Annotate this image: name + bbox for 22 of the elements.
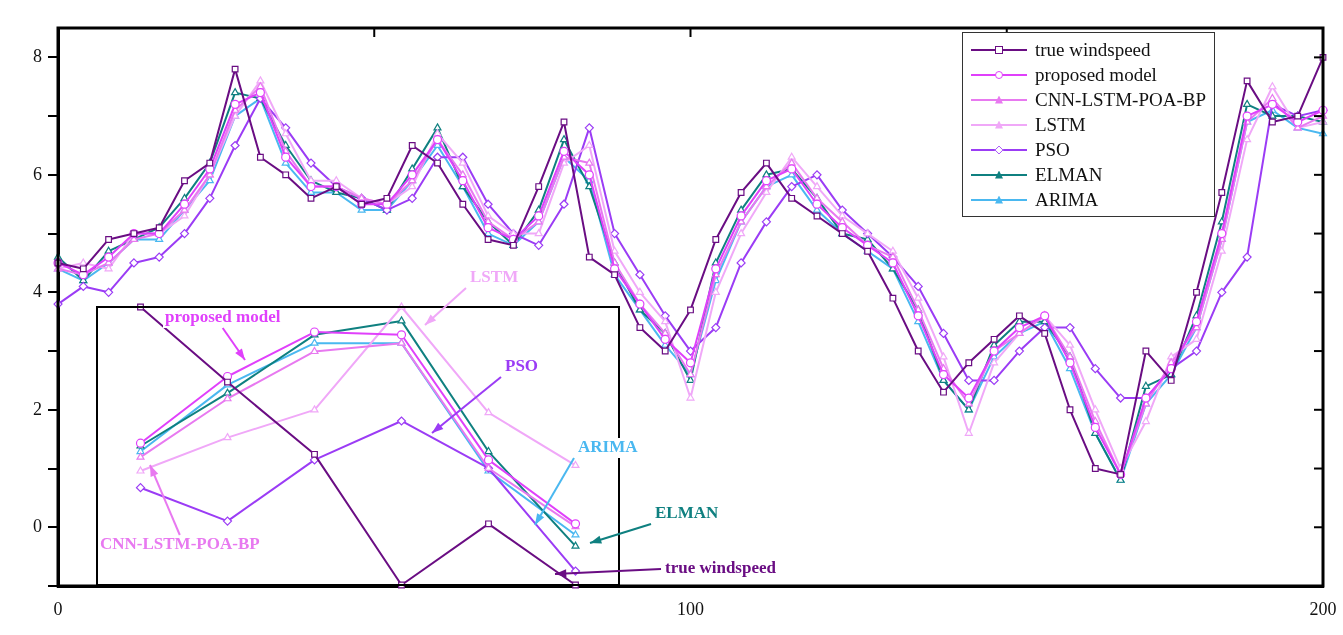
legend-label: proposed model <box>1034 63 1157 87</box>
x-tick-label: 100 <box>677 598 704 619</box>
text: true windspeed <box>665 558 777 578</box>
legend-label: PSO <box>1034 138 1070 162</box>
y-tick-label: 0 <box>33 516 42 536</box>
y-tick-label: 2 <box>33 398 42 419</box>
legend-label: LSTM <box>1034 113 1086 137</box>
x-tick-label: 0 <box>53 598 63 619</box>
text: ARIMA <box>578 437 639 457</box>
legend-label: ARIMA <box>1034 188 1099 212</box>
y-tick-label: 4 <box>33 281 42 302</box>
y-tick-label: 8 <box>33 46 42 67</box>
text: PSO <box>505 356 539 376</box>
series-label: proposed model <box>165 307 281 327</box>
text: CNN-LSTM-POA-BP <box>100 534 260 554</box>
y-tick-label: 6 <box>33 163 42 184</box>
legend-label: true windspeed <box>1034 38 1151 62</box>
x-tick-label: 200 <box>1309 598 1337 619</box>
legend-label: ELMAN <box>1034 163 1103 187</box>
text: LSTM <box>470 267 519 287</box>
legend-label: CNN-LSTM-POA-BP <box>1034 88 1206 112</box>
text: ELMAN <box>655 503 719 523</box>
